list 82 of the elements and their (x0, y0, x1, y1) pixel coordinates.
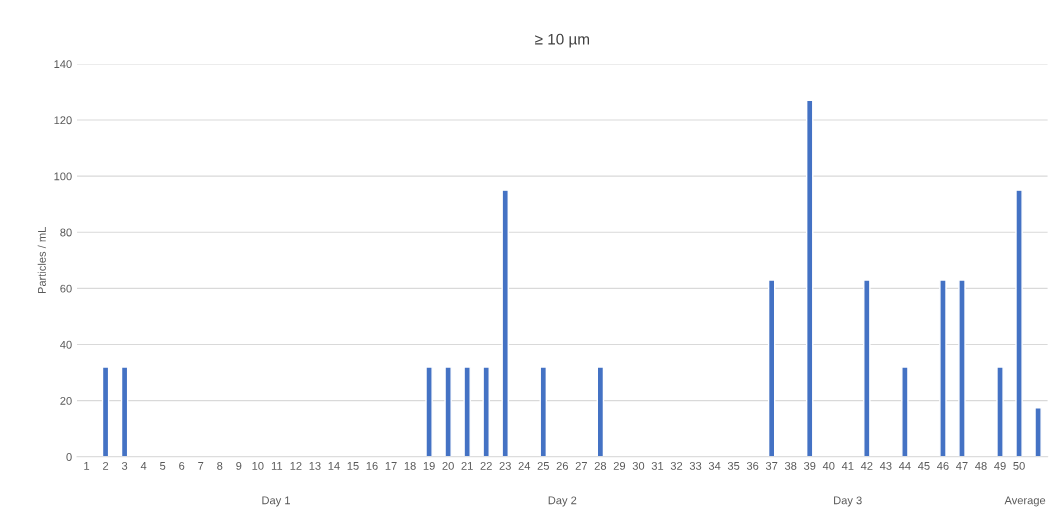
x-tick-label: 42 (860, 461, 873, 470)
text: Day 1 (262, 496, 290, 507)
x-tick-label: 13 (309, 461, 321, 470)
text: Average (1004, 496, 1046, 507)
bar (482, 366, 490, 457)
x-tick-label: 39 (803, 461, 816, 470)
x-tick-label: 9 (236, 461, 242, 470)
x-tick-label: 38 (784, 461, 797, 470)
x-tick-label: 35 (727, 461, 740, 470)
bar (444, 366, 452, 457)
x-tick-label: 20 (442, 461, 454, 470)
x-tick-label: 11 (271, 462, 283, 470)
x-tick-label: 5 (160, 462, 166, 470)
bar (101, 366, 110, 457)
bar (767, 279, 776, 457)
x-tick-label: 47 (956, 462, 968, 470)
y-tick-label: 80 (60, 228, 72, 237)
x-tick-label: 21 (461, 461, 473, 470)
x-tick-label: 48 (975, 461, 987, 470)
bar (120, 366, 129, 457)
x-tick-label: 22 (480, 461, 492, 470)
bar (425, 366, 433, 457)
x-tick-label: 17 (385, 462, 397, 470)
bar (939, 279, 947, 457)
x-tick-label: 15 (347, 462, 359, 470)
x-tick-label: 10 (252, 461, 264, 470)
x-tick-label: 36 (746, 461, 759, 470)
y-axis-title: Particles / mL (37, 227, 46, 294)
x-tick-label: 34 (708, 461, 721, 470)
bar (958, 279, 966, 457)
bar (463, 366, 471, 457)
x-tick-label: 50 (1013, 461, 1025, 470)
x-tick-label: 6 (179, 461, 185, 470)
bar (596, 366, 605, 457)
y-tick-label: 140 (54, 60, 72, 69)
bar (539, 366, 548, 457)
x-tick-label: 24 (518, 461, 531, 470)
x-tick-label: 19 (423, 461, 435, 470)
x-tick-label: 26 (556, 461, 569, 470)
x-tick-label: 41 (841, 462, 854, 470)
x-tick-label: 25 (537, 461, 549, 470)
bar (1034, 406, 1042, 457)
x-tick-label: 31 (651, 461, 664, 470)
bar (805, 99, 814, 457)
x-tick-label: 32 (670, 461, 683, 470)
bar (501, 189, 509, 457)
x-tick-label: 1 (84, 462, 90, 470)
x-tick-label: 40 (822, 461, 835, 470)
x-tick-label: 2 (103, 461, 109, 470)
x-tick-label: 12 (290, 461, 302, 470)
x-tick-label: 43 (879, 461, 892, 470)
x-tick-label: 44 (898, 462, 911, 470)
x-tick-label: 37 (765, 461, 778, 470)
x-tick-label: 28 (594, 461, 607, 470)
chart-title: ≥ 10 µm (535, 33, 590, 48)
x-tick-label: 45 (917, 462, 930, 470)
y-tick-label: 60 (60, 284, 72, 293)
x-tick-label: 14 (328, 462, 340, 470)
x-tick-label: 29 (613, 461, 626, 470)
x-tick-label: 46 (937, 461, 949, 470)
y-tick-label: 0 (66, 453, 72, 461)
x-tick-label: 27 (575, 461, 587, 470)
y-tick-label: 120 (54, 116, 72, 125)
x-tick-label: 8 (217, 461, 223, 470)
text: Day 3 (834, 496, 862, 507)
x-tick-label: 16 (366, 461, 378, 470)
y-tick-label: 40 (60, 340, 72, 349)
x-tick-label: 23 (499, 461, 511, 470)
x-tick-label: 49 (994, 461, 1006, 470)
x-tick-label: 30 (632, 461, 645, 470)
bar (1015, 189, 1023, 457)
bar (863, 279, 871, 457)
x-tick-label: 33 (689, 461, 702, 470)
x-tick-label: 7 (198, 462, 204, 470)
y-tick-label: 20 (60, 396, 72, 405)
text: Day 2 (548, 496, 577, 507)
x-tick-label: 18 (404, 461, 416, 470)
y-tick-label: 100 (54, 172, 72, 181)
bar (996, 366, 1004, 457)
bar (901, 366, 909, 457)
x-tick-label: 4 (140, 462, 147, 470)
x-tick-label: 3 (121, 461, 128, 470)
